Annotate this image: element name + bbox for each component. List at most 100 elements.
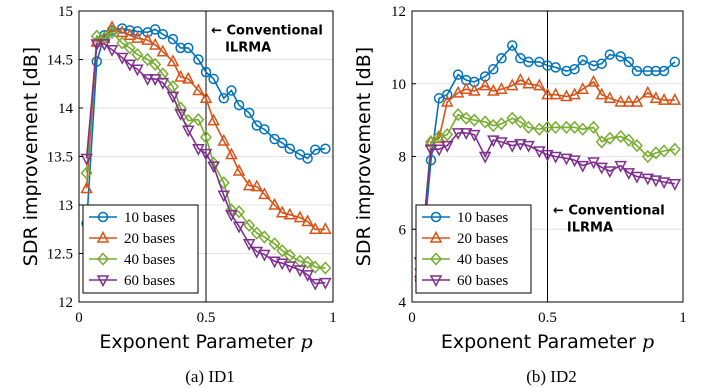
x-tick-label: 1: [329, 310, 337, 326]
data-point: [199, 148, 213, 161]
data-point: [668, 179, 682, 191]
data-point: [622, 133, 635, 147]
data-point: [181, 71, 195, 84]
x-tick-label: 0.5: [197, 310, 216, 326]
data-point: [218, 93, 230, 104]
data-point: [167, 33, 179, 45]
y-tick-label: 6: [399, 222, 407, 238]
data-point: [174, 69, 187, 82]
data-point: [631, 65, 643, 77]
data-point: [157, 29, 169, 40]
data-point: [258, 187, 271, 200]
data-point: [641, 173, 655, 186]
data-point: [80, 181, 93, 194]
data-point: [451, 85, 465, 98]
x-axis-label: Exponent Parameter p: [441, 331, 654, 353]
legend-swatch-marker: [429, 252, 443, 266]
data-point: [488, 63, 499, 75]
data-point: [319, 277, 332, 290]
annotation-conventional: ← Conventional: [211, 23, 323, 38]
data-point: [149, 57, 162, 71]
data-point: [275, 258, 289, 271]
data-point: [80, 153, 93, 166]
data-point: [192, 83, 205, 96]
x-tick-label: 1: [679, 310, 687, 326]
data-point: [669, 56, 681, 68]
data-point: [496, 53, 507, 64]
data-point: [276, 137, 288, 149]
data-point: [156, 67, 169, 81]
data-point: [208, 73, 219, 85]
panel-caption: (b) ID2: [526, 367, 577, 386]
annotation-ilrma: ILRMA: [225, 40, 271, 55]
data-point: [560, 153, 573, 166]
legend-label: 60 bases: [457, 273, 508, 289]
data-point: [452, 69, 464, 80]
data-point: [495, 117, 508, 131]
annotation-conventional: ← Conventional: [553, 204, 665, 219]
data-point: [309, 144, 321, 155]
data-point: [193, 54, 204, 65]
data-point: [200, 66, 212, 78]
data-point: [242, 178, 256, 191]
data-point: [243, 218, 256, 232]
data-point: [468, 129, 481, 142]
legend-swatch-marker: [429, 275, 443, 288]
data-point: [468, 83, 481, 96]
data-point: [283, 248, 296, 263]
data-point: [293, 210, 307, 223]
data-point: [440, 140, 454, 153]
data-point: [250, 246, 264, 259]
data-point: [522, 120, 535, 135]
data-point: [309, 260, 322, 274]
legend-label: 20 bases: [124, 231, 175, 247]
legend-label: 10 bases: [124, 210, 175, 226]
y-tick-label: 13.5: [47, 150, 73, 166]
data-point: [452, 108, 465, 122]
data-point: [250, 179, 264, 192]
y-tick-label: 12: [58, 295, 73, 311]
data-point: [141, 74, 154, 87]
data-point: [175, 42, 186, 54]
data-point: [268, 197, 281, 210]
chart-panel-1: 0 0.5 1 12 12.5 13 13.5 14 14.5 15 Exponent Parame…: [20, 4, 337, 386]
data-point: [657, 177, 671, 190]
data-point: [115, 52, 129, 65]
data-point: [293, 254, 306, 268]
y-tick-label: 12: [391, 4, 406, 20]
data-point: [199, 91, 213, 104]
data-point: [441, 89, 453, 100]
data-point: [630, 171, 644, 184]
data-point: [523, 56, 534, 68]
y-tick-label: 8: [399, 150, 407, 166]
data-point: [424, 144, 438, 157]
data-point: [424, 135, 437, 149]
data-point: [487, 83, 500, 96]
data-point: [507, 40, 518, 51]
data-point: [587, 74, 600, 87]
panel-caption: (a) ID1: [185, 367, 235, 386]
data-point: [622, 94, 636, 107]
data-point: [131, 64, 144, 77]
data-point: [533, 78, 546, 91]
data-point: [630, 138, 643, 153]
legend-label: 40 bases: [124, 252, 175, 268]
legend-swatch-marker: [429, 230, 443, 243]
series-line: [85, 27, 326, 224]
data-point: [284, 143, 296, 154]
series-40-bases: [80, 25, 332, 275]
data-point: [451, 128, 465, 140]
y-tick-label: 4: [399, 295, 407, 311]
annotation-ilrma: ILRMA: [567, 221, 613, 236]
chart-panel-2: 0 0.5 1 4 6 8 10 12 Exponent Parameter p SDR impr…: [353, 4, 687, 386]
x-tick-label: 0.5: [538, 310, 557, 326]
data-point: [283, 207, 297, 220]
data-point: [495, 82, 508, 94]
data-point: [642, 65, 654, 77]
legend: 10 bases 20 bases 40 bases 60 bases: [415, 204, 532, 294]
series-20-bases: [413, 73, 682, 278]
data-point: [595, 135, 608, 149]
data-point: [614, 160, 627, 173]
data-point: [182, 42, 194, 54]
y-axis-label: SDR improvement [dB]: [353, 47, 375, 266]
